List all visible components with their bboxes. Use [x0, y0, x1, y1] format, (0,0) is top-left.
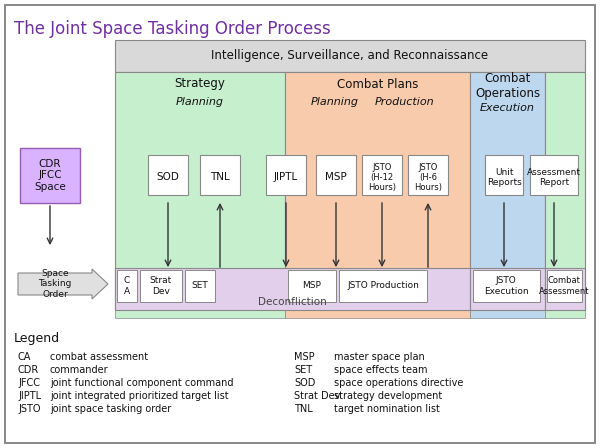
Bar [285, 72, 470, 310]
Text: Planning: Planning [311, 97, 359, 107]
Text: Assessment
Report: Assessment Report [527, 168, 581, 187]
Bar [547, 270, 582, 302]
Bar [140, 270, 182, 302]
Text: SOD: SOD [157, 172, 179, 182]
Text: Planning: Planning [176, 97, 224, 107]
Text: Space
Tasking
Order: Space Tasking Order [38, 269, 71, 299]
Text: target nomination list: target nomination list [334, 404, 440, 414]
Bar [288, 270, 336, 302]
Text: Intelligence, Surveillance, and Reconnaissance: Intelligence, Surveillance, and Reconnai… [211, 49, 488, 63]
Bar [285, 310, 470, 318]
Bar [115, 72, 285, 310]
Text: MSP: MSP [325, 172, 347, 182]
Text: space effects team: space effects team [334, 365, 427, 375]
Bar [545, 310, 585, 318]
Text: JIPTL: JIPTL [18, 391, 41, 401]
Text: CDR: CDR [18, 365, 39, 375]
Bar [148, 155, 188, 195]
Bar [545, 72, 585, 310]
Text: JFCC: JFCC [18, 378, 40, 388]
Text: commander: commander [50, 365, 109, 375]
Bar [115, 40, 585, 72]
Text: TNL: TNL [294, 404, 313, 414]
Text: JSTO
(H-12
Hours): JSTO (H-12 Hours) [368, 163, 396, 192]
Bar [473, 270, 540, 302]
Text: JSTO Production: JSTO Production [347, 281, 419, 290]
Bar [470, 310, 545, 318]
Text: MSP: MSP [302, 281, 322, 290]
Text: TNL: TNL [210, 172, 230, 182]
Bar [266, 155, 306, 195]
Text: combat assessment: combat assessment [50, 352, 148, 362]
Text: Strat Dev: Strat Dev [294, 391, 340, 401]
Text: C
A: C A [124, 276, 130, 296]
Text: SET: SET [294, 365, 312, 375]
Text: JSTO: JSTO [18, 404, 41, 414]
Bar [20, 148, 80, 203]
Bar [316, 155, 356, 195]
Text: Execution: Execution [480, 103, 535, 113]
Text: joint integrated prioritized target list: joint integrated prioritized target list [50, 391, 229, 401]
Text: JIPTL: JIPTL [274, 172, 298, 182]
FancyArrow shape [18, 269, 108, 299]
Text: Combat
Operations: Combat Operations [475, 72, 540, 100]
Bar [115, 268, 470, 310]
Bar [530, 155, 578, 195]
Text: Unit
Reports: Unit Reports [487, 168, 521, 187]
Text: Production: Production [375, 97, 435, 107]
Text: joint functional component command: joint functional component command [50, 378, 233, 388]
Text: SOD: SOD [294, 378, 316, 388]
Bar [339, 270, 427, 302]
Text: The Joint Space Tasking Order Process: The Joint Space Tasking Order Process [14, 20, 331, 38]
Bar [200, 155, 240, 195]
Text: CA: CA [18, 352, 31, 362]
Bar [485, 155, 523, 195]
Bar [115, 310, 285, 318]
Text: CDR
JFCC
Space: CDR JFCC Space [34, 159, 66, 192]
Bar [470, 72, 545, 310]
Bar [117, 270, 137, 302]
Text: Strategy: Strategy [175, 78, 226, 90]
Text: MSP: MSP [294, 352, 314, 362]
Bar [362, 155, 402, 195]
Text: JSTO
Execution: JSTO Execution [484, 276, 529, 296]
Bar [545, 268, 585, 310]
Text: master space plan: master space plan [334, 352, 425, 362]
Bar [185, 270, 215, 302]
Text: space operations directive: space operations directive [334, 378, 463, 388]
Text: strategy development: strategy development [334, 391, 442, 401]
Bar [470, 268, 545, 310]
Text: Combat Plans: Combat Plans [337, 78, 418, 90]
Text: SET: SET [191, 281, 208, 290]
Text: JSTO
(H-6
Hours): JSTO (H-6 Hours) [414, 163, 442, 192]
Text: joint space tasking order: joint space tasking order [50, 404, 171, 414]
Text: Strat
Dev: Strat Dev [150, 276, 172, 296]
Text: Deconfliction: Deconfliction [258, 297, 327, 307]
Text: Combat
Assessment: Combat Assessment [539, 276, 589, 296]
Bar [408, 155, 448, 195]
Text: Legend: Legend [14, 332, 60, 345]
